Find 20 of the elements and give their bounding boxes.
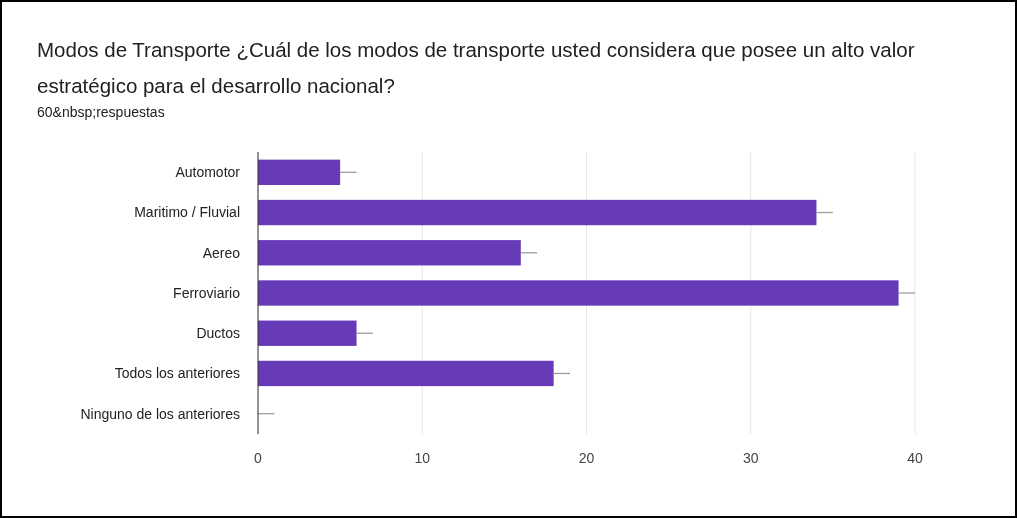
text: 60&nbsp;respuestas [37,104,165,120]
bar [258,199,817,226]
x-tick-label: 30 [742,450,759,466]
chart-title: Modos de Transporte ¿Cuál de los modos de transporte usted considera que posee un alto valor estratégico para el desarrollo nacional? [37,38,915,97]
bar [258,159,341,185]
y-tick-label: Automotor [175,164,241,181]
y-tick-label: Todos los anteriores [114,365,240,382]
y-tick-label: Aereo [202,244,241,261]
bar [258,360,554,387]
bar [258,240,521,266]
x-tick-label: 20 [578,450,595,466]
y-tick-label: Maritimo / Fluvial [134,204,240,221]
y-tick-label: Ninguno de los anteriores [80,405,240,422]
bar [258,320,357,346]
x-tick-label: 40 [907,450,923,466]
y-tick-label: Ductos [196,325,240,342]
x-tick-label: 10 [414,450,431,466]
y-tick-label: Ferroviario [173,284,241,301]
x-tick-label: 0 [254,450,263,466]
bar [258,280,899,306]
